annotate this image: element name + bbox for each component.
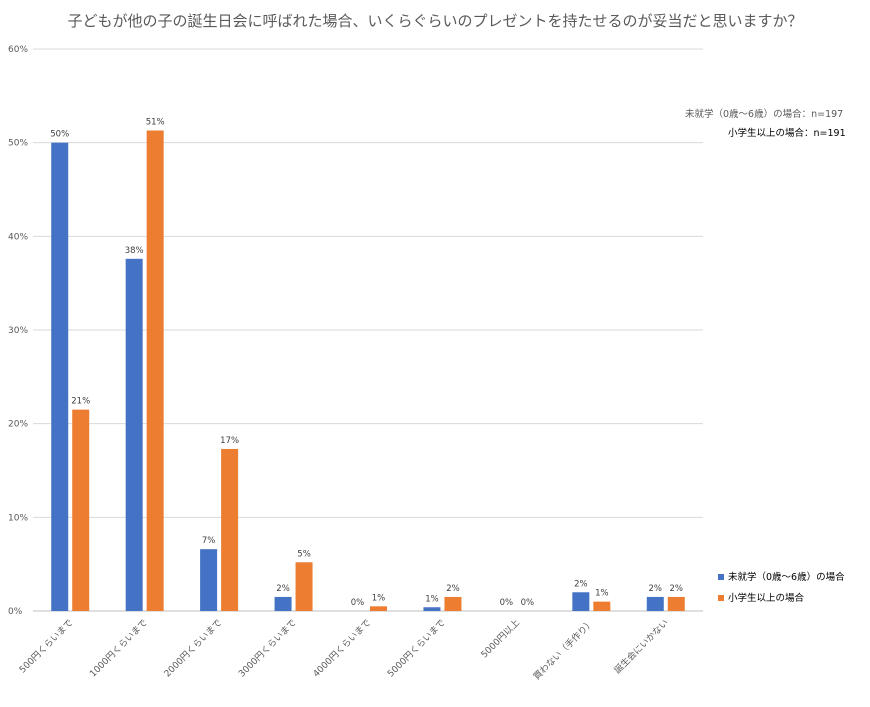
bar [146, 130, 164, 612]
legend-label: 未就学（0歳〜6歳）の場合 [728, 571, 845, 583]
y-tick-label: 10% [8, 513, 28, 523]
legend-swatch [718, 574, 724, 580]
chart-title: 子どもが他の子の誕生日会に呼ばれた場合、いくらぐらいのプレゼントを持たせるのが妥… [67, 12, 803, 30]
data-label: 5% [297, 549, 311, 559]
data-label: 1% [372, 593, 386, 603]
x-tick-label: 500円くらいまで [17, 617, 75, 675]
data-label: 51% [146, 117, 165, 127]
x-tick-label: 誕生会にいかない [611, 617, 670, 676]
x-tick-label: 4000円くらいまで [311, 617, 373, 679]
bar [125, 258, 143, 611]
bar [444, 596, 462, 611]
data-label: 21% [71, 397, 90, 407]
data-label: 2% [276, 584, 290, 594]
y-tick-label: 50% [8, 139, 28, 149]
bar [370, 606, 387, 611]
data-label: 2% [574, 579, 588, 589]
data-label: 50% [50, 130, 69, 140]
sample-size-note-preschool: 未就学（0歳〜6歳）の場合：n=197 [685, 109, 844, 120]
data-label: 7% [202, 536, 216, 546]
data-label: 17% [220, 436, 239, 446]
x-tick-label: 3000円くらいまで [237, 617, 299, 679]
bar [572, 592, 590, 611]
x-tick-label: 5000円くらいまで [385, 617, 447, 679]
x-tick-label: 5000円以上 [479, 617, 522, 660]
y-tick-label: 30% [8, 326, 28, 336]
bar [593, 601, 611, 611]
data-label: 2% [649, 584, 663, 594]
data-label: 1% [595, 589, 609, 599]
data-label: 38% [125, 246, 144, 256]
y-tick-label: 60% [8, 45, 28, 55]
x-tick-label: 2000円くらいまで [162, 617, 224, 679]
data-label: 0% [521, 598, 535, 608]
x-tick-label: 買わない（手作り） [531, 617, 597, 683]
data-label: 2% [446, 584, 460, 594]
y-tick-label: 0% [8, 607, 23, 617]
bar [295, 562, 313, 611]
bar [200, 549, 218, 611]
bar [72, 409, 90, 611]
bar [667, 596, 685, 611]
bar [221, 448, 239, 611]
y-tick-label: 20% [8, 420, 28, 430]
sample-size-note-elementary: 小学生以上の場合：n=191 [728, 128, 846, 139]
data-label: 1% [425, 594, 439, 604]
y-tick-label: 40% [8, 232, 28, 242]
bar [274, 596, 292, 611]
x-tick-label: 1000円くらいまで [88, 617, 150, 679]
data-label: 0% [351, 598, 365, 608]
bar [51, 142, 69, 611]
legend-label: 小学生以上の場合 [728, 592, 805, 604]
data-label: 0% [500, 598, 514, 608]
bar [423, 607, 441, 611]
data-label: 2% [670, 584, 684, 594]
legend-swatch [718, 595, 724, 601]
bar [646, 596, 664, 611]
